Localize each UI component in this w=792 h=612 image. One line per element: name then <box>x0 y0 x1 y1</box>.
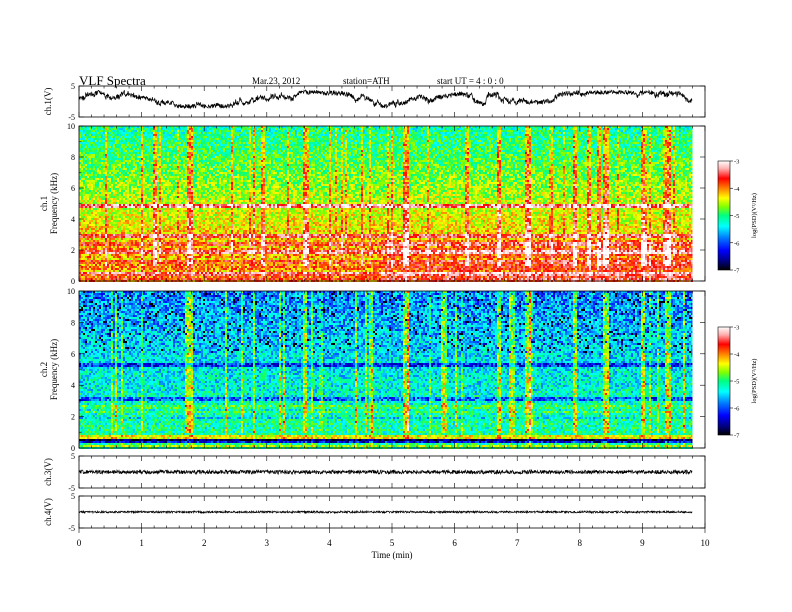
ch1-spectrogram-colorbar-tick-label: -6 <box>734 240 740 247</box>
ch2-spectrogram-ylabel-line: Frequency (kHz) <box>49 339 59 400</box>
ch1-waveform-ylabel: ch.1(V) <box>43 88 53 116</box>
ch2-spectrogram-cells <box>79 291 693 449</box>
ch1-spectrogram-ytick-label: 2 <box>71 246 75 255</box>
ch2-spectrogram-ytick-label: 2 <box>71 413 75 422</box>
ch1-spectrogram-ylabel-line: ch.1 <box>39 196 49 211</box>
ch3-waveform-ylabel: ch.3(V) <box>43 458 53 486</box>
x-tick-label: 1 <box>139 538 144 548</box>
ch3-waveform-trace <box>79 470 692 474</box>
ch2-spectrogram-colorbar-tick-label: -3 <box>734 325 739 332</box>
ch1-spectrogram-ytick-label: 6 <box>71 184 75 193</box>
ch4-waveform-ytick-label: -5 <box>68 524 75 533</box>
ch1-waveform-trace <box>79 90 692 108</box>
ch1-spectrogram-ytick-label: 8 <box>71 153 75 162</box>
ch1-spectrogram-ylabel: ch.1 Frequency (kHz) <box>39 173 59 234</box>
x-tick-label: 0 <box>77 538 82 548</box>
ch4-waveform-ylabel: ch.4(V) <box>43 498 53 526</box>
x-tick-label: 8 <box>578 538 583 548</box>
ch2-spectrogram-ytick-label: 8 <box>71 318 75 327</box>
ch3-waveform-ylabel-line: ch.3(V) <box>43 458 53 486</box>
ch1-waveform-ylabel-line: ch.1(V) <box>43 88 53 116</box>
ch1-spectrogram-colorbar-tick-label: -3 <box>734 159 739 166</box>
ch4-waveform-ytick-label: 5 <box>71 492 75 501</box>
ch1-spectrogram-colorbar-tick-label: -5 <box>734 213 739 220</box>
ch1-spectrogram-ytick-label: 4 <box>71 215 75 224</box>
ch2-spectrogram-ytick-label: 4 <box>71 381 75 390</box>
ch1-waveform-ytick-label: 5 <box>71 82 75 91</box>
ch1-spectrogram-colorbar-label: log(PSD)(V²/Hz) <box>751 193 758 238</box>
ch2-spectrogram-ylabel: ch.2 Frequency (kHz) <box>39 339 59 400</box>
ch1-spectrogram-colorbar-tick-label: -4 <box>734 186 740 193</box>
x-axis-title: Time (min) <box>372 550 413 560</box>
ch1-spectrogram-ylabel-line: Frequency (kHz) <box>49 173 59 234</box>
ch1-waveform-ytick-label: -5 <box>68 113 75 122</box>
ch2-spectrogram-ytick-label: 10 <box>67 287 75 296</box>
vlf-spectra-figure: VLF Spectra Mar.23, 2012 station=ATH sta… <box>0 0 792 612</box>
x-tick-label: 7 <box>515 538 520 548</box>
ch2-spectrogram-colorbar-tick-label: -6 <box>734 406 740 413</box>
ch2-spectrogram-colorbar-label: log(PSD)(V²/Hz) <box>751 359 758 404</box>
figure-canvas: 5-5ch.1(V)0246810ch.1 Frequency (kHz)-3-4… <box>0 0 792 612</box>
ch2-spectrogram-colorbar-tick-label: -7 <box>734 433 740 440</box>
x-tick-label: 4 <box>327 538 332 548</box>
x-tick-label: 5 <box>390 538 395 548</box>
ch2-spectrogram-colorbar-tick-label: -5 <box>734 379 739 386</box>
ch2-spectrogram-colorbar-tick-label: -4 <box>734 352 740 359</box>
ch1-spectrogram-cells <box>79 126 693 282</box>
ch4-waveform-trace <box>79 511 692 513</box>
ch2-spectrogram-ylabel-line: ch.2 <box>39 362 49 377</box>
ch3-waveform-ytick-label: 5 <box>71 452 75 461</box>
ch1-spectrogram-colorbar-tick-label: -7 <box>734 268 740 275</box>
x-tick-label: 10 <box>701 538 711 548</box>
ch4-waveform-ylabel-line: ch.4(V) <box>43 498 53 526</box>
ch1-spectrogram-colorbar <box>718 161 730 270</box>
ch2-spectrogram-colorbar <box>718 327 730 435</box>
x-tick-label: 9 <box>640 538 645 548</box>
x-tick-label: 6 <box>452 538 457 548</box>
ch1-spectrogram-ytick-label: 10 <box>67 122 75 131</box>
x-tick-label: 2 <box>202 538 207 548</box>
ch2-spectrogram-ytick-label: 6 <box>71 350 75 359</box>
ch1-spectrogram-ytick-label: 0 <box>71 277 75 286</box>
x-tick-label: 3 <box>265 538 270 548</box>
